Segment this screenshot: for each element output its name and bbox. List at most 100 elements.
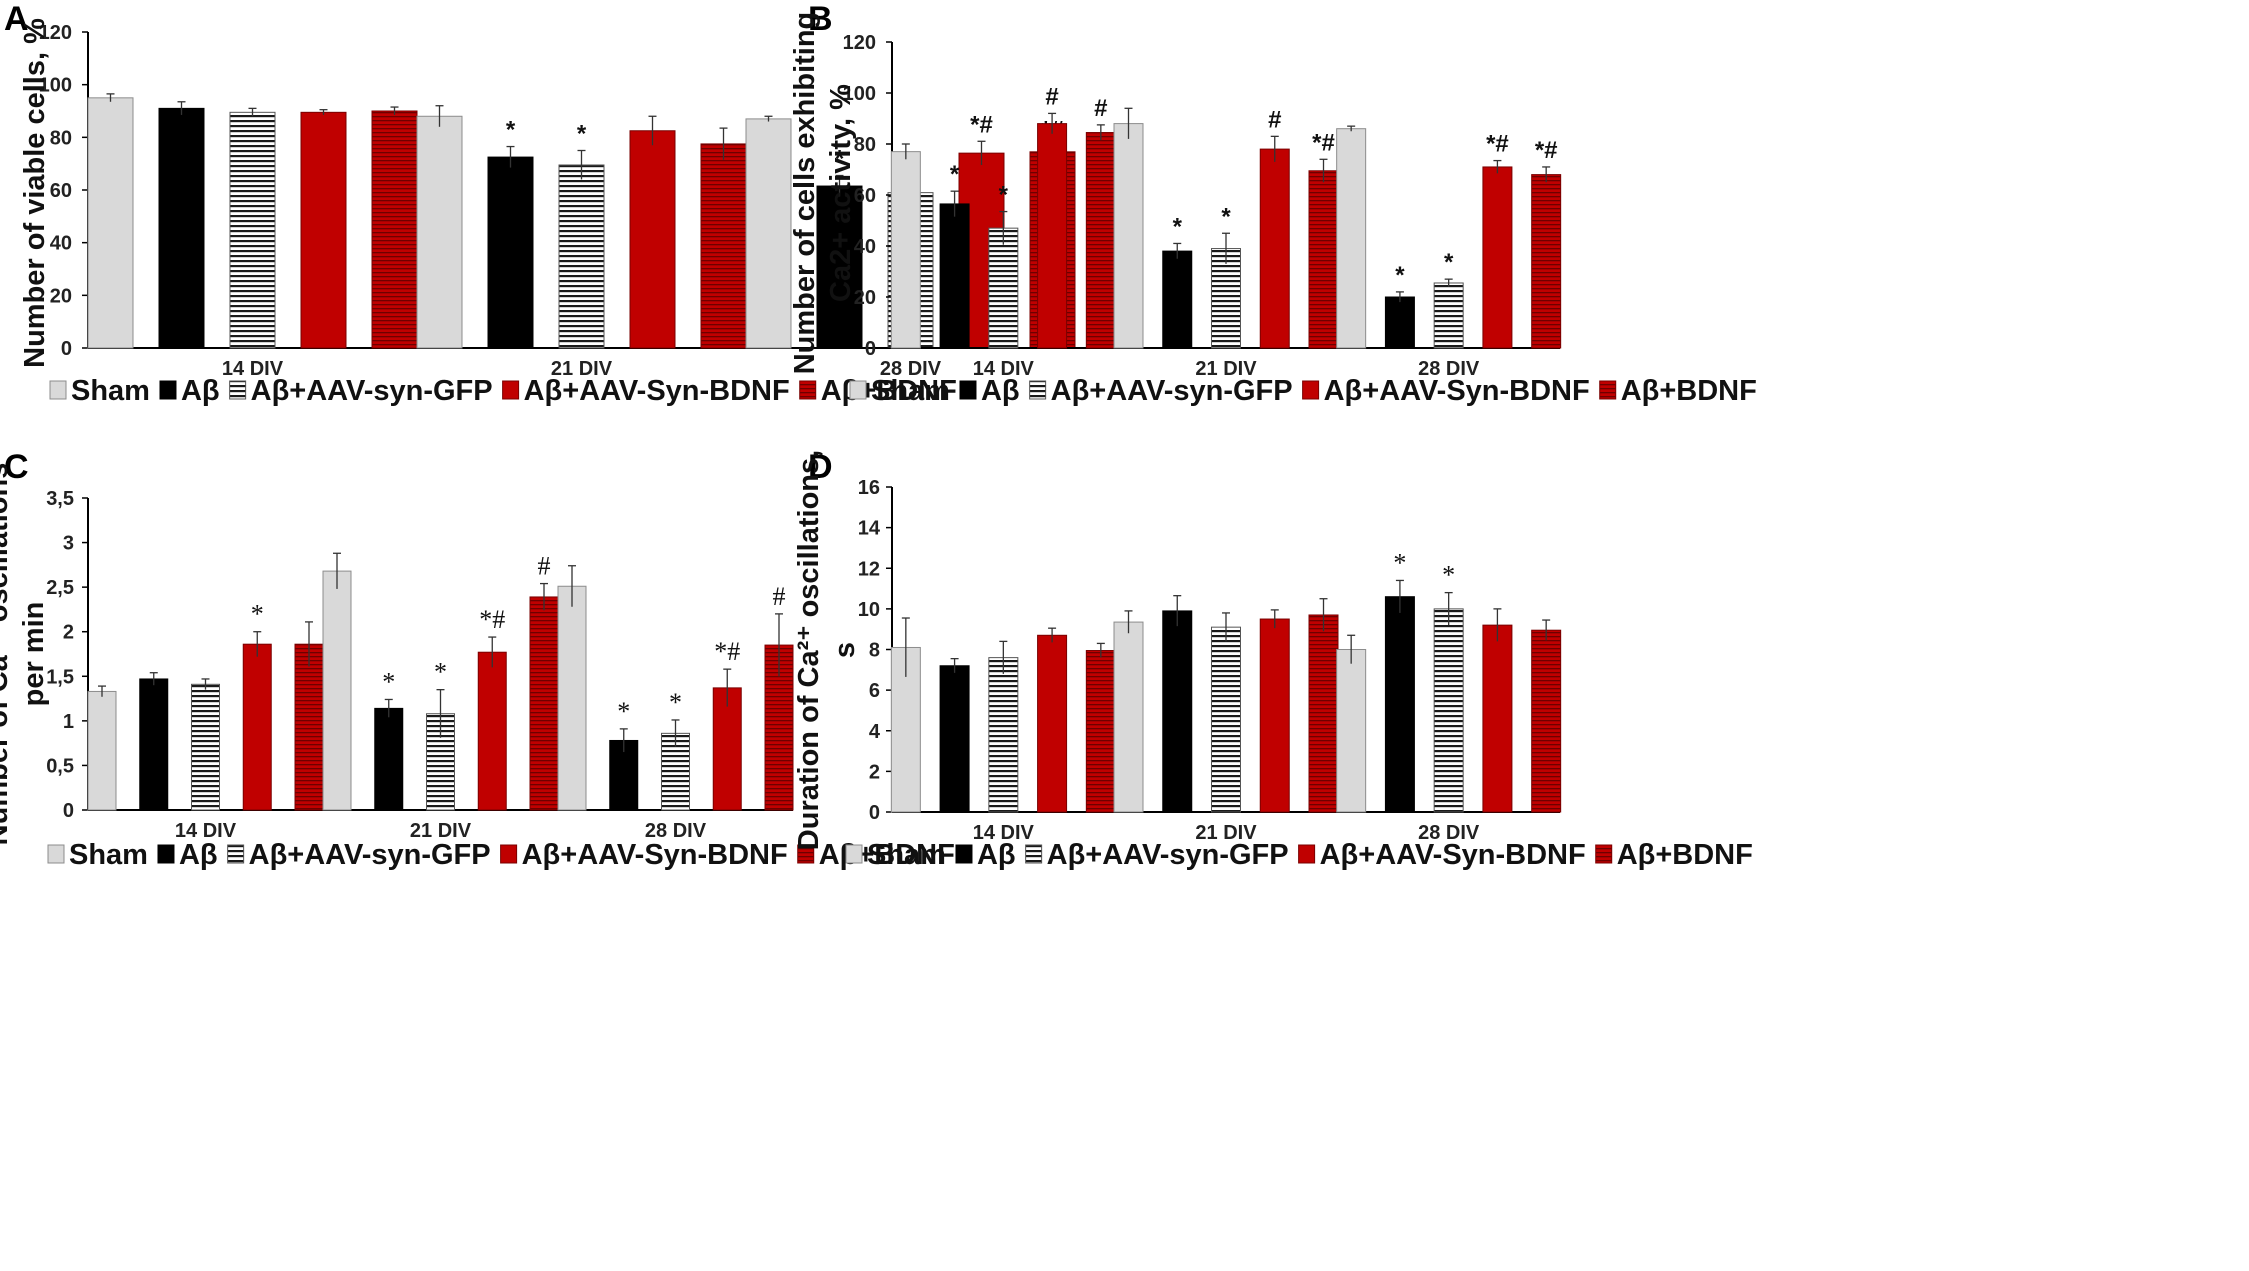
bar-a-1-4 xyxy=(300,111,347,349)
y-tick-label: 3,5 xyxy=(46,488,74,510)
y-tick-label: 10 xyxy=(858,599,880,621)
legend-swatch xyxy=(1025,844,1043,864)
y-tick-label: 0 xyxy=(865,338,876,360)
legend-swatch xyxy=(227,844,245,864)
bar-c-2-1 xyxy=(322,570,352,811)
bar-b-3-2 xyxy=(1384,296,1415,349)
bar-d-1-3 xyxy=(988,657,1019,813)
y-tick-label: 100 xyxy=(843,83,876,105)
legend-swatch xyxy=(49,380,67,400)
significance-mark: *# xyxy=(479,605,505,634)
panel-label: B xyxy=(808,0,833,38)
significance-mark: *# xyxy=(714,637,740,666)
category-label: 14 DIV xyxy=(973,358,1035,380)
bar-d-1-2 xyxy=(939,665,970,813)
bar-b-1-4 xyxy=(1037,123,1068,349)
legend-label: Aβ+AAV-Syn-BDNF xyxy=(522,839,788,871)
y-tick-label: 4 xyxy=(869,721,881,743)
significance-mark: *# xyxy=(970,111,993,138)
legend-label: Aβ+AAV-syn-GFP xyxy=(1051,375,1293,407)
bar-c-1-4 xyxy=(242,643,272,811)
significance-mark: * xyxy=(1442,561,1455,590)
legend-swatch xyxy=(799,380,817,400)
y-tick-label: 80 xyxy=(50,127,72,149)
bar-b-1-1 xyxy=(890,151,921,349)
legend-swatch xyxy=(1298,844,1316,864)
y-tick-label: 120 xyxy=(843,32,876,54)
y-tick-label: 60 xyxy=(50,180,72,202)
legend-swatch xyxy=(1302,380,1320,400)
bar-b-2-5 xyxy=(1308,170,1339,349)
bar-c-3-4 xyxy=(712,687,742,811)
panel-label: A xyxy=(4,0,29,38)
significance-mark: * xyxy=(382,667,395,696)
y-tick-label: 2,5 xyxy=(46,577,74,599)
legend-swatch xyxy=(797,844,815,864)
category-label: 21 DIV xyxy=(1195,358,1257,380)
bar-c-1-1 xyxy=(87,690,117,811)
y-tick-label: 2 xyxy=(869,761,880,783)
legend-swatch xyxy=(849,380,867,400)
bar-b-3-3 xyxy=(1433,282,1464,349)
bar-d-2-2 xyxy=(1162,610,1193,813)
category-label: 21 DIV xyxy=(551,358,613,380)
legend-label: Aβ+BDNF xyxy=(1621,375,1757,407)
bar-d-2-1 xyxy=(1113,621,1144,813)
y-tick-label: 12 xyxy=(858,558,880,580)
y-tick-label: 40 xyxy=(854,236,876,258)
y-tick-label: 80 xyxy=(854,134,876,156)
category-label: 21 DIV xyxy=(1195,822,1257,844)
significance-mark: * xyxy=(950,161,960,188)
legend-swatch xyxy=(959,380,977,400)
bar-d-3-2 xyxy=(1384,596,1415,813)
category-label: 28 DIV xyxy=(645,820,707,842)
legend-label: Aβ+AAV-syn-GFP xyxy=(1047,839,1289,871)
y-tick-label: 1 xyxy=(63,711,74,733)
bar-d-3-1 xyxy=(1336,649,1367,813)
bar-b-1-5 xyxy=(1085,132,1116,349)
bar-d-3-4 xyxy=(1482,624,1513,813)
legend: Sham Aβ Aβ+AAV-syn-GFP Aβ+AAV-Syn-BDNF Aβ+BD… xyxy=(849,375,1757,407)
y-tick-label: 6 xyxy=(869,680,880,702)
bar-d-3-3 xyxy=(1433,608,1464,813)
legend-label: Aβ+AAV-Syn-BDNF xyxy=(1324,375,1590,407)
significance-mark: *# xyxy=(1486,131,1509,158)
y-tick-label: 0,5 xyxy=(46,755,74,777)
significance-mark: * xyxy=(577,121,587,148)
legend-label: Aβ+AAV-Syn-BDNF xyxy=(524,375,790,407)
significance-mark: *# xyxy=(1535,137,1558,164)
legend-swatch xyxy=(502,380,520,400)
bar-b-2-3 xyxy=(1211,248,1241,349)
legend-swatch xyxy=(159,380,177,400)
legend-swatch xyxy=(47,844,65,864)
category-label: 14 DIV xyxy=(973,822,1035,844)
y-tick-label: 40 xyxy=(50,233,72,255)
bar-c-2-4 xyxy=(477,651,507,811)
y-tick-label: 0 xyxy=(869,802,880,824)
bar-c-3-5 xyxy=(764,644,794,811)
legend-swatch xyxy=(1599,380,1617,400)
legend: Sham Aβ Aβ+AAV-syn-GFP Aβ+AAV-Syn-BDNF Aβ+BD… xyxy=(47,839,955,871)
bar-c-1-5 xyxy=(294,643,324,811)
y-tick-label: 20 xyxy=(50,285,72,307)
bar-a-2-2 xyxy=(487,156,534,349)
bar-c-3-1 xyxy=(557,585,587,811)
bar-b-2-1 xyxy=(1113,123,1144,349)
y-tick-label: 100 xyxy=(39,75,72,97)
legend-swatch xyxy=(500,844,518,864)
category-label: 21 DIV xyxy=(410,820,472,842)
bar-a-1-3 xyxy=(229,111,276,349)
bar-a-1-5 xyxy=(371,110,418,349)
legend: Sham Aβ Aβ+AAV-syn-GFP Aβ+AAV-Syn-BDNF Aβ+BD… xyxy=(49,375,957,407)
y-tick-label: 3 xyxy=(63,533,74,555)
category-label: 14 DIV xyxy=(222,358,284,380)
significance-mark: # xyxy=(538,552,551,581)
significance-mark: * xyxy=(1395,262,1405,289)
significance-mark: *# xyxy=(1312,129,1335,156)
significance-mark: * xyxy=(506,117,516,144)
y-tick-label: 16 xyxy=(858,477,880,499)
significance-mark: * xyxy=(1393,548,1406,577)
panel-label: C xyxy=(4,448,29,486)
legend: Sham Aβ Aβ+AAV-syn-GFP Aβ+AAV-Syn-BDNF Aβ+BD… xyxy=(845,839,1753,871)
bar-a-3-1 xyxy=(745,118,792,349)
